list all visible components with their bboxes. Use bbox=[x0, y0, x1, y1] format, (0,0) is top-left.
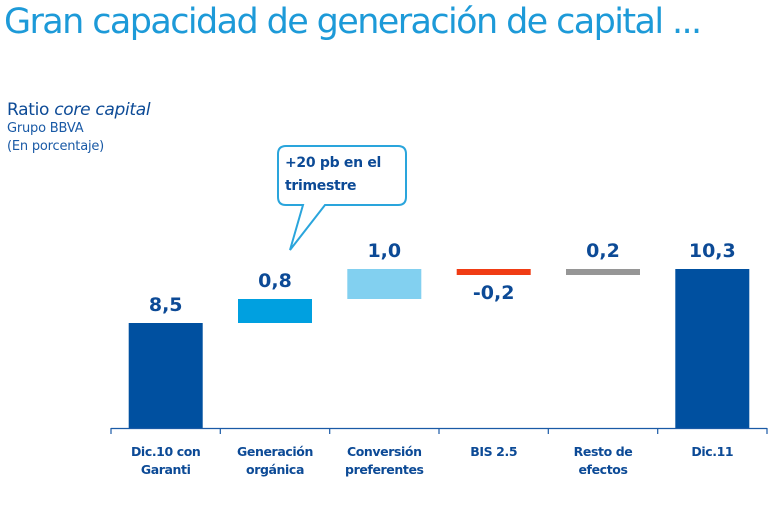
value-label-0: 8,5 bbox=[149, 294, 183, 316]
category-label-4-1: efectos bbox=[578, 462, 627, 477]
chart-title-italic: core capital bbox=[54, 100, 151, 120]
category-label-3-0: BIS 2.5 bbox=[470, 444, 517, 459]
callout-text-line-1: +20 pb en el bbox=[285, 155, 381, 171]
category-label-1-0: Generación bbox=[237, 444, 313, 459]
chart-subtitle-units: (En porcentaje) bbox=[7, 139, 105, 154]
category-label-0-1: Garanti bbox=[141, 462, 191, 477]
category-label-2-1: preferentes bbox=[345, 462, 424, 477]
chart-subtitle-group: Grupo BBVA bbox=[7, 121, 84, 136]
value-label-2: 1,0 bbox=[367, 240, 401, 262]
bar-5 bbox=[675, 269, 750, 428]
chart-title: Ratio core capital bbox=[7, 100, 151, 120]
value-label-3: -0,2 bbox=[473, 282, 515, 304]
bar-3 bbox=[456, 269, 531, 275]
value-label-5: 10,3 bbox=[689, 240, 736, 262]
callout-text-line-2: trimestre bbox=[285, 178, 356, 194]
value-label-1: 0,8 bbox=[258, 270, 292, 292]
bar-4 bbox=[566, 269, 640, 275]
category-label-5-0: Dic.11 bbox=[691, 444, 733, 459]
value-label-4: 0,2 bbox=[586, 240, 620, 262]
chart-title-regular: Ratio bbox=[7, 100, 55, 120]
category-label-4-0: Resto de bbox=[574, 444, 633, 459]
category-label-1-1: orgánica bbox=[246, 462, 304, 477]
callout-shape bbox=[277, 145, 407, 251]
bar-0 bbox=[128, 323, 203, 428]
page-title: Gran capacidad de generación de capital … bbox=[4, 2, 702, 42]
bar-2 bbox=[347, 269, 422, 299]
category-label-2-0: Conversión bbox=[347, 444, 422, 459]
bar-1 bbox=[238, 299, 312, 323]
category-label-0-0: Dic.10 con bbox=[131, 444, 200, 459]
callout-bubble: +20 pb en el trimestre bbox=[277, 145, 407, 251]
